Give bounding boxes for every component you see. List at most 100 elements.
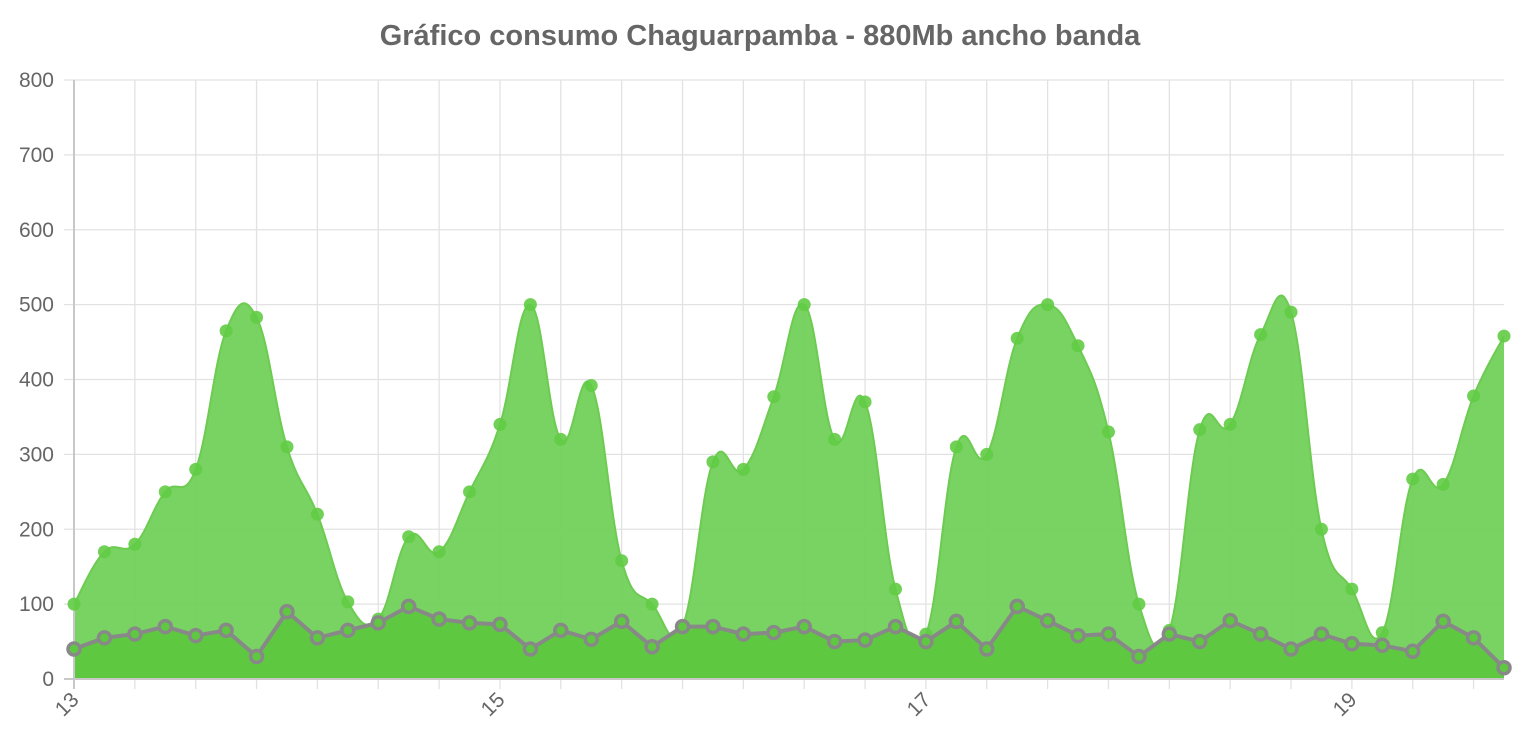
data-point-secondary xyxy=(796,618,812,635)
data-point-secondary xyxy=(96,630,113,646)
area-fill-total xyxy=(74,295,1504,679)
data-point-total xyxy=(310,507,324,521)
data-point-total xyxy=(67,597,81,611)
data-point-secondary xyxy=(309,630,326,646)
data-point-total xyxy=(97,545,111,559)
y-tick-label: 0 xyxy=(42,668,54,691)
y-tick-label: 600 xyxy=(19,219,54,242)
data-point-secondary xyxy=(887,618,904,635)
data-point-secondary xyxy=(826,633,843,650)
data-point-secondary xyxy=(674,618,691,635)
area-series xyxy=(73,294,1505,679)
data-point-secondary xyxy=(583,631,599,648)
data-point-secondary xyxy=(248,648,265,665)
data-point-secondary xyxy=(218,622,234,639)
data-point-total xyxy=(554,432,568,446)
data-point-secondary xyxy=(340,622,356,639)
data-point-secondary xyxy=(1039,612,1056,629)
data-point-secondary xyxy=(1161,626,1178,642)
data-point-secondary xyxy=(553,622,569,639)
data-point-total xyxy=(1436,477,1450,491)
x-tick-label: 13 xyxy=(51,688,84,721)
data-point-total xyxy=(858,395,872,409)
data-point-total xyxy=(523,298,537,312)
data-point-secondary xyxy=(1465,630,1482,646)
x-tick-label: 19 xyxy=(1329,688,1362,721)
data-point-secondary xyxy=(644,639,660,655)
chart-title: Gráfico consumo Chaguarpamba - 880Mb anc… xyxy=(379,20,1141,52)
data-point-total xyxy=(584,378,598,392)
data-point-total xyxy=(493,417,507,431)
data-point-total xyxy=(1132,597,1146,611)
data-point-secondary xyxy=(1009,598,1025,615)
data-point-total xyxy=(1314,522,1328,536)
data-point-total xyxy=(402,530,416,544)
data-point-total xyxy=(949,440,963,454)
data-point-total xyxy=(1375,626,1389,640)
data-point-total xyxy=(1101,425,1115,439)
data-point-secondary xyxy=(1100,626,1117,642)
data-point-secondary xyxy=(127,626,143,642)
data-point-secondary xyxy=(461,615,478,631)
data-point-secondary xyxy=(1222,612,1238,629)
data-point-total xyxy=(980,447,994,461)
data-point-total xyxy=(615,554,629,568)
data-point-total xyxy=(888,582,902,596)
data-point-total xyxy=(1223,417,1237,431)
data-point-secondary xyxy=(766,624,782,641)
data-point-secondary xyxy=(279,603,295,620)
data-point-secondary xyxy=(948,613,965,630)
data-point-secondary xyxy=(157,618,174,635)
data-point-total xyxy=(1284,305,1298,319)
data-point-secondary xyxy=(400,598,417,615)
data-point-secondary xyxy=(1131,648,1147,665)
data-point-secondary xyxy=(857,632,873,648)
data-point-total xyxy=(1467,389,1481,403)
data-point-total xyxy=(736,462,750,476)
x-tick-label: 15 xyxy=(477,688,510,721)
data-point-secondary xyxy=(1404,643,1421,660)
data-point-total xyxy=(1193,423,1207,437)
y-tick-label: 100 xyxy=(19,593,54,616)
data-point-total xyxy=(706,455,720,469)
data-point-total xyxy=(1254,328,1268,342)
y-tick-label: 500 xyxy=(19,294,54,317)
data-point-total xyxy=(1041,298,1055,312)
data-point-secondary xyxy=(1374,637,1391,654)
data-point-total xyxy=(1010,331,1024,345)
data-point-total xyxy=(1071,339,1085,353)
data-point-secondary xyxy=(613,613,630,630)
axes xyxy=(64,80,1504,689)
y-tick-label: 800 xyxy=(19,69,54,92)
data-point-secondary xyxy=(431,611,447,627)
data-markers xyxy=(66,298,1512,676)
data-point-secondary xyxy=(370,615,387,631)
y-tick-label: 400 xyxy=(19,369,54,392)
data-point-total xyxy=(797,298,811,312)
data-point-secondary xyxy=(979,641,995,657)
data-point-secondary xyxy=(1344,636,1360,652)
data-point-secondary xyxy=(735,626,752,642)
data-point-secondary xyxy=(1191,633,1208,650)
data-point-secondary xyxy=(705,618,721,635)
y-tick-label: 300 xyxy=(19,443,54,466)
data-point-total xyxy=(158,485,172,499)
data-point-total xyxy=(463,485,477,499)
data-point-secondary xyxy=(1435,613,1451,630)
data-point-secondary xyxy=(918,633,934,650)
data-point-secondary xyxy=(522,641,539,657)
data-point-total xyxy=(432,545,446,559)
data-point-total xyxy=(128,537,142,551)
y-tick-label: 700 xyxy=(19,144,54,167)
data-point-secondary xyxy=(1313,626,1330,642)
data-point-secondary xyxy=(1283,641,1299,657)
line-total xyxy=(73,294,1505,649)
data-point-total xyxy=(219,324,233,338)
data-point-total xyxy=(280,440,294,454)
data-point-total xyxy=(189,462,203,476)
data-point-total xyxy=(645,597,659,611)
data-point-total xyxy=(1497,329,1511,343)
data-point-total xyxy=(341,595,355,609)
data-point-total xyxy=(767,390,781,404)
